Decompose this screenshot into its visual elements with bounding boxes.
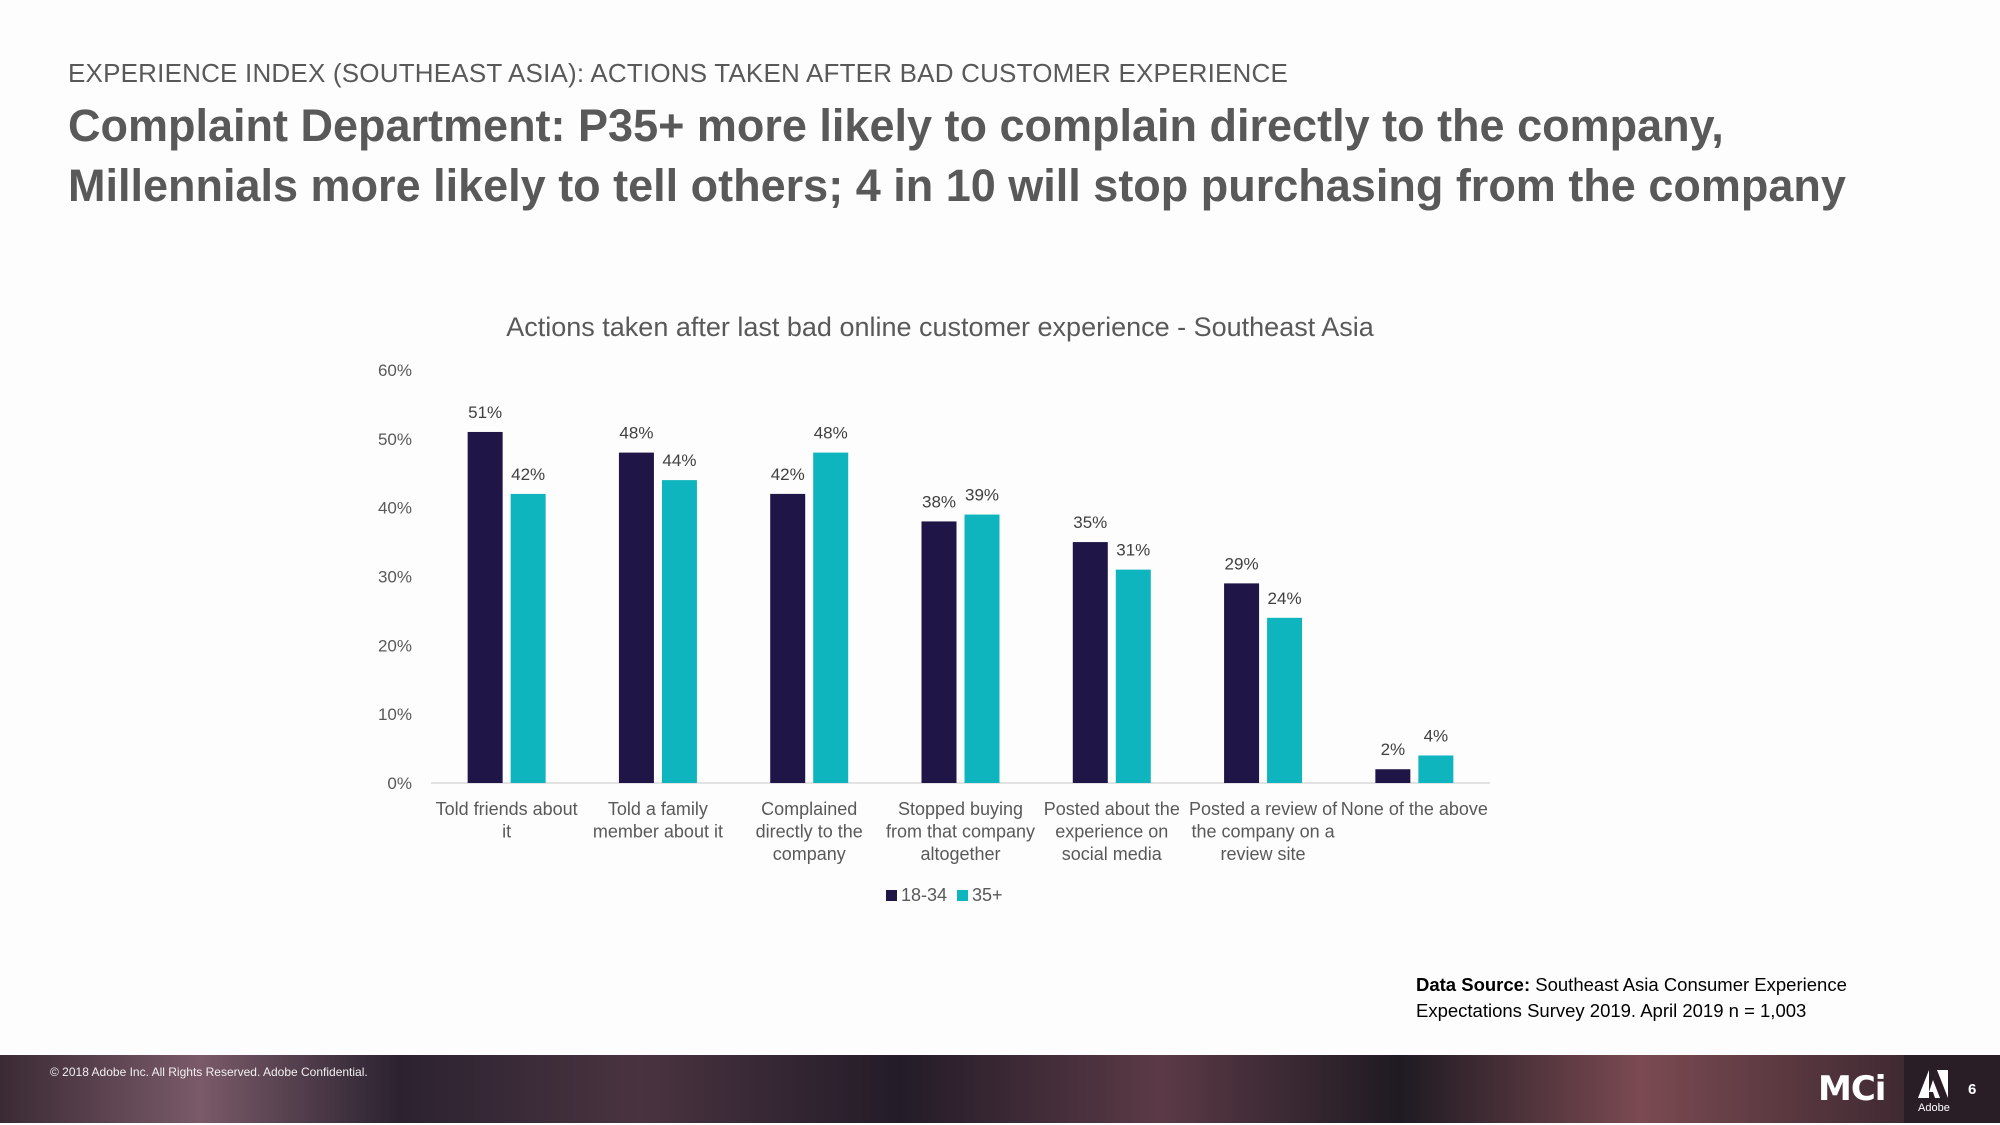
data-label: 4%: [1424, 726, 1449, 745]
x-category-label: Stopped buying from that company altogethe…: [886, 799, 1035, 864]
x-category-label: None of the above: [1341, 799, 1488, 819]
y-tick-label: 30%: [378, 568, 412, 587]
y-axis: 0% 10% 20% 30% 40% 50% 60%: [378, 361, 412, 793]
data-label: 2%: [1381, 740, 1406, 759]
data-source-note: Data Source: Southeast Asia Consumer Exp…: [1416, 972, 1886, 1024]
bar-18-34: [1224, 583, 1260, 783]
data-label: 24%: [1268, 589, 1302, 608]
adobe-logo-icon: [1918, 1070, 1948, 1098]
y-tick-label: 40%: [378, 499, 412, 518]
copyright-text: © 2018 Adobe Inc. All Rights Reserved. A…: [50, 1065, 368, 1079]
x-category-label: Posted a review of the company on a review…: [1189, 799, 1338, 864]
footer-band: [0, 1055, 2000, 1125]
y-tick-label: 60%: [378, 361, 412, 380]
data-source-text: Southeast Asia Consumer Experience Expec…: [1416, 974, 1847, 1021]
data-label: 29%: [1225, 554, 1259, 573]
data-label: 44%: [662, 451, 696, 470]
data-label: 48%: [814, 424, 848, 443]
bar-35-plus: [661, 480, 697, 783]
bar-18-34: [770, 493, 806, 783]
bar-18-34: [467, 431, 503, 783]
data-label: 42%: [511, 465, 545, 484]
y-tick-label: 0%: [387, 774, 412, 793]
bars-group: 51% 48% 42% 38% 35% 29% 2% 42% 44% 48% 39% 31% 24% 4%: [467, 403, 1454, 783]
adobe-wordmark: Adobe: [1918, 1102, 1950, 1114]
x-category-label: Posted about the experience on social medi…: [1044, 799, 1180, 864]
data-label: 31%: [1116, 541, 1150, 560]
data-label: 42%: [771, 465, 805, 484]
bar-18-34: [618, 452, 654, 783]
data-source-label: Data Source:: [1416, 974, 1531, 995]
data-label: 35%: [1073, 513, 1107, 532]
bar-35-plus: [510, 493, 546, 783]
page-headline: Complaint Department: P35+ more likely t…: [68, 100, 1846, 211]
x-category-label: Told friends about it: [436, 799, 578, 842]
section-kicker: EXPERIENCE INDEX (SOUTHEAST ASIA): ACTIO…: [68, 58, 1289, 88]
legend: 18-34 35+: [886, 885, 1003, 905]
chart-title: Actions taken after last bad online cust…: [506, 312, 1374, 342]
bar-18-34: [1072, 542, 1108, 783]
x-category-label: Told a family member about it: [593, 799, 723, 842]
data-label: 51%: [468, 403, 502, 422]
bar-18-34: [921, 521, 957, 783]
bar-18-34: [1375, 769, 1411, 783]
bar-35-plus: [1115, 569, 1151, 783]
data-label: 39%: [965, 486, 999, 505]
data-label: 38%: [922, 492, 956, 511]
x-category-label: Complained directly to the company: [756, 799, 863, 864]
bar-35-plus: [1267, 617, 1303, 783]
y-tick-label: 10%: [378, 705, 412, 724]
legend-swatch-35-plus: [957, 890, 968, 901]
bar-35-plus: [813, 452, 849, 783]
category-labels: Told friends about it Told a family member …: [436, 799, 1488, 864]
footer-rule: [0, 1123, 2000, 1125]
y-tick-label: 20%: [378, 636, 412, 655]
mci-logo: MCi: [1818, 1069, 1886, 1109]
legend-label: 18-34: [901, 885, 947, 905]
bar-35-plus: [1418, 755, 1454, 783]
bar-35-plus: [964, 514, 1000, 783]
y-tick-label: 50%: [378, 430, 412, 449]
data-label: 48%: [619, 424, 653, 443]
legend-label: 35+: [972, 885, 1003, 905]
legend-swatch-18-34: [886, 890, 897, 901]
adobe-logo-box: [1904, 1055, 2000, 1123]
page-number: 6: [1968, 1081, 1977, 1098]
